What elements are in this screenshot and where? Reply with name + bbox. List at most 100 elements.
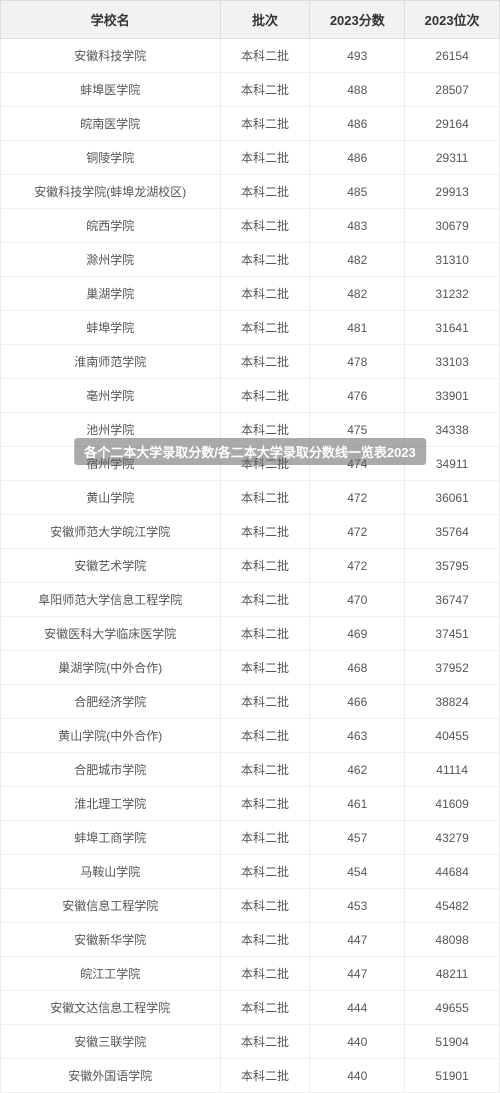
table-header-row: 学校名 批次 2023分数 2023位次 — [1, 1, 500, 39]
cell-school: 淮北理工学院 — [1, 787, 221, 821]
cell-score: 468 — [310, 651, 405, 685]
cell-rank: 51904 — [405, 1025, 500, 1059]
table-row: 淮北理工学院本科二批46141609 — [1, 787, 500, 821]
cell-score: 493 — [310, 39, 405, 73]
table-row: 蚌埠工商学院本科二批45743279 — [1, 821, 500, 855]
cell-school: 蚌埠学院 — [1, 311, 221, 345]
cell-school: 合肥经济学院 — [1, 685, 221, 719]
cell-rank: 48211 — [405, 957, 500, 991]
header-batch: 批次 — [220, 1, 310, 39]
cell-score: 486 — [310, 141, 405, 175]
cell-rank: 29164 — [405, 107, 500, 141]
cell-score: 486 — [310, 107, 405, 141]
table-row: 安徽医科大学临床医学院本科二批46937451 — [1, 617, 500, 651]
cell-score: 472 — [310, 481, 405, 515]
cell-school: 合肥城市学院 — [1, 753, 221, 787]
table-row: 马鞍山学院本科二批45444684 — [1, 855, 500, 889]
cell-school: 蚌埠医学院 — [1, 73, 221, 107]
cell-score: 447 — [310, 957, 405, 991]
cell-batch: 本科二批 — [220, 821, 310, 855]
cell-rank: 37451 — [405, 617, 500, 651]
cell-batch: 本科二批 — [220, 209, 310, 243]
cell-rank: 35764 — [405, 515, 500, 549]
table-row: 黄山学院本科二批47236061 — [1, 481, 500, 515]
cell-school: 皖西学院 — [1, 209, 221, 243]
cell-rank: 40455 — [405, 719, 500, 753]
table-row: 安徽三联学院本科二批44051904 — [1, 1025, 500, 1059]
cell-score: 463 — [310, 719, 405, 753]
table-row: 安徽科技学院(蚌埠龙湖校区)本科二批48529913 — [1, 175, 500, 209]
cell-school: 淮南师范学院 — [1, 345, 221, 379]
cell-score: 476 — [310, 379, 405, 413]
cell-rank: 30679 — [405, 209, 500, 243]
table-row: 安徽外国语学院本科二批44051901 — [1, 1059, 500, 1093]
cell-batch: 本科二批 — [220, 583, 310, 617]
header-rank: 2023位次 — [405, 1, 500, 39]
table-row: 皖南医学院本科二批48629164 — [1, 107, 500, 141]
cell-school: 安徽新华学院 — [1, 923, 221, 957]
cell-score: 457 — [310, 821, 405, 855]
header-score: 2023分数 — [310, 1, 405, 39]
table-row: 滁州学院本科二批48231310 — [1, 243, 500, 277]
cell-score: 482 — [310, 277, 405, 311]
cell-rank: 26154 — [405, 39, 500, 73]
table-row: 皖西学院本科二批48330679 — [1, 209, 500, 243]
cell-school: 安徽信息工程学院 — [1, 889, 221, 923]
table-row: 合肥经济学院本科二批46638824 — [1, 685, 500, 719]
cell-school: 安徽师范大学皖江学院 — [1, 515, 221, 549]
cell-batch: 本科二批 — [220, 719, 310, 753]
cell-school: 亳州学院 — [1, 379, 221, 413]
cell-rank: 43279 — [405, 821, 500, 855]
cell-score: 485 — [310, 175, 405, 209]
cell-batch: 本科二批 — [220, 855, 310, 889]
cell-batch: 本科二批 — [220, 617, 310, 651]
cell-batch: 本科二批 — [220, 549, 310, 583]
table-row: 合肥城市学院本科二批46241114 — [1, 753, 500, 787]
cell-batch: 本科二批 — [220, 243, 310, 277]
table-row: 安徽艺术学院本科二批47235795 — [1, 549, 500, 583]
table-row: 安徽文达信息工程学院本科二批44449655 — [1, 991, 500, 1025]
cell-rank: 41114 — [405, 753, 500, 787]
cell-school: 马鞍山学院 — [1, 855, 221, 889]
table-row: 亳州学院本科二批47633901 — [1, 379, 500, 413]
cell-school: 滁州学院 — [1, 243, 221, 277]
table-row: 巢湖学院(中外合作)本科二批46837952 — [1, 651, 500, 685]
cell-batch: 本科二批 — [220, 889, 310, 923]
cell-batch: 本科二批 — [220, 175, 310, 209]
header-school: 学校名 — [1, 1, 221, 39]
cell-score: 440 — [310, 1025, 405, 1059]
cell-school: 安徽文达信息工程学院 — [1, 991, 221, 1025]
cell-score: 483 — [310, 209, 405, 243]
cell-batch: 本科二批 — [220, 379, 310, 413]
cell-batch: 本科二批 — [220, 685, 310, 719]
table-row: 安徽科技学院本科二批49326154 — [1, 39, 500, 73]
cell-batch: 本科二批 — [220, 73, 310, 107]
cell-score: 469 — [310, 617, 405, 651]
cell-batch: 本科二批 — [220, 39, 310, 73]
cell-school: 黄山学院(中外合作) — [1, 719, 221, 753]
table-row: 巢湖学院本科二批48231232 — [1, 277, 500, 311]
cell-batch: 本科二批 — [220, 991, 310, 1025]
cell-rank: 49655 — [405, 991, 500, 1025]
cell-rank: 48098 — [405, 923, 500, 957]
cell-batch: 本科二批 — [220, 345, 310, 379]
cell-score: 466 — [310, 685, 405, 719]
cell-rank: 31641 — [405, 311, 500, 345]
cell-batch: 本科二批 — [220, 107, 310, 141]
cell-school: 巢湖学院 — [1, 277, 221, 311]
cell-school: 阜阳师范大学信息工程学院 — [1, 583, 221, 617]
table-row: 蚌埠医学院本科二批48828507 — [1, 73, 500, 107]
cell-school: 安徽艺术学院 — [1, 549, 221, 583]
cell-score: 472 — [310, 549, 405, 583]
table-row: 安徽师范大学皖江学院本科二批47235764 — [1, 515, 500, 549]
cell-batch: 本科二批 — [220, 515, 310, 549]
cell-school: 铜陵学院 — [1, 141, 221, 175]
cell-school: 蚌埠工商学院 — [1, 821, 221, 855]
cell-batch: 本科二批 — [220, 651, 310, 685]
cell-school: 安徽科技学院(蚌埠龙湖校区) — [1, 175, 221, 209]
cell-school: 巢湖学院(中外合作) — [1, 651, 221, 685]
cell-batch: 本科二批 — [220, 481, 310, 515]
cell-score: 440 — [310, 1059, 405, 1093]
table-body: 安徽科技学院本科二批49326154蚌埠医学院本科二批48828507皖南医学院… — [1, 39, 500, 1093]
cell-rank: 35795 — [405, 549, 500, 583]
